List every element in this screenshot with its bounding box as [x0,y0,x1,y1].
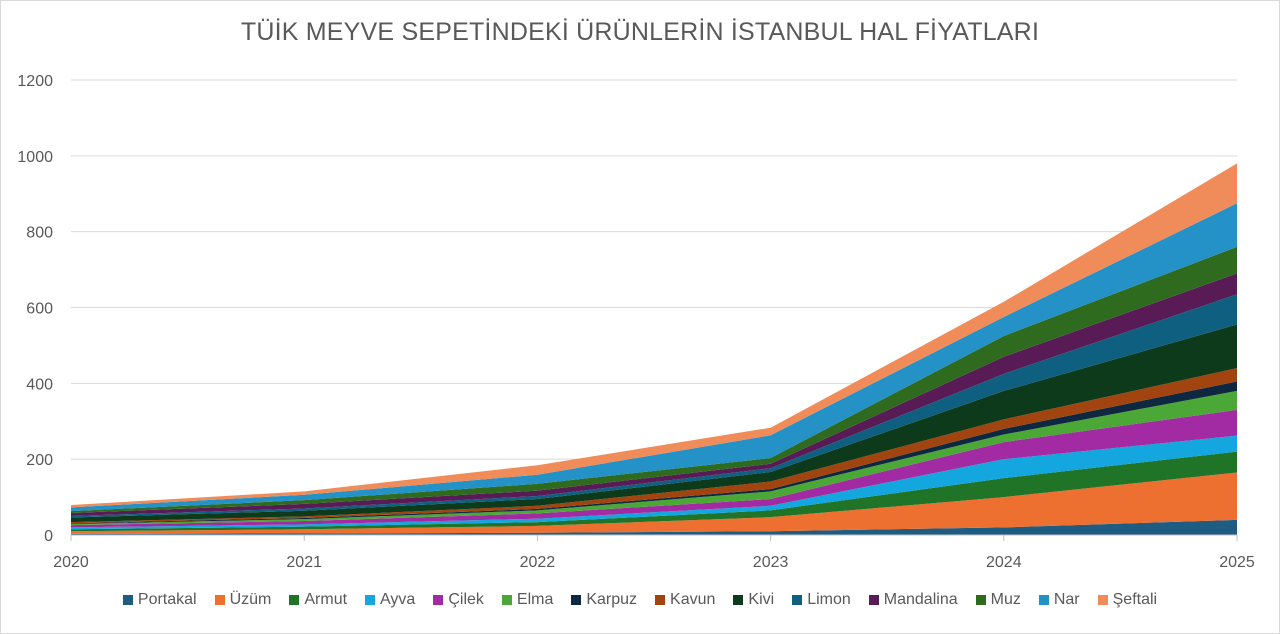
chart-title: TÜİK MEYVE SEPETİNDEKİ ÜRÜNLERİN İSTANBU… [240,18,1040,46]
y-tick-label: 0 [44,528,53,545]
legend-swatch [1097,595,1108,605]
y-tick-label: 800 [26,225,53,242]
legend-item: Kivi [733,591,774,609]
legend-swatch [792,595,803,605]
legend-label: Limon [807,591,851,608]
x-tick-label: 2023 [753,554,789,571]
axes: 0 200 400 600 800 1000 1200 2020 2021 2022 2023 202… [17,73,1254,571]
x-tick-label: 2025 [1219,554,1255,571]
legend-label: Ayva [380,591,416,608]
area-series-1 [71,472,1237,534]
series-areas [71,163,1237,535]
legend-item: Portakal [122,591,197,609]
legend-swatch [122,595,133,605]
legend-item: Karpuz [571,591,637,609]
legend-swatch [365,595,376,605]
legend-swatch [975,595,986,605]
legend-swatch [214,595,225,605]
area-series-2 [71,451,1237,532]
legend-item: Şeftali [1097,591,1158,609]
legend-label: Mandalina [883,591,958,608]
legend-swatch [501,595,512,605]
legend-swatch [289,595,300,605]
legend-label: Karpuz [586,591,638,608]
legend-item: Elma [501,591,554,609]
legend: Portakal Üzüm Armut Ayva Çilek Elma Karpuz Kavu… [0,591,1280,609]
legend-label: Nar [1053,591,1080,608]
legend-label: Muz [990,591,1021,608]
legend-label: Portakal [137,591,197,608]
y-tick-label: 400 [26,376,53,393]
x-tick-label: 2020 [53,554,89,571]
legend-swatch [1038,595,1049,605]
legend-item: Limon [792,591,851,609]
legend-item: Armut [289,591,347,609]
legend-label: Çilek [448,591,484,608]
y-tick-label: 1000 [17,149,53,166]
legend-label: Şeftali [1112,591,1158,608]
legend-swatch [571,595,582,605]
y-tick-label: 1200 [17,73,53,90]
legend-label: Kivi [748,591,775,608]
legend-item: Nar [1038,591,1080,609]
legend-item: Çilek [433,591,484,609]
legend-item: Üzüm [214,591,272,609]
legend-item: Kavun [655,591,715,609]
legend-item: Muz [975,591,1021,609]
area-series-0 [71,519,1237,535]
legend-item: Ayva [365,591,415,609]
legend-label: Armut [304,591,348,608]
x-tick-label: 2021 [286,554,322,571]
legend-swatch [733,595,744,605]
y-tick-label: 200 [26,452,53,469]
legend-label: Kavun [670,591,716,608]
x-tick-label: 2022 [520,554,556,571]
legend-swatch [433,595,444,605]
legend-label: Elma [516,591,554,608]
legend-swatch [655,595,666,605]
y-tick-label: 600 [26,301,53,318]
x-tick-label: 2024 [986,554,1022,571]
legend-label: Üzüm [229,591,272,608]
legend-swatch [868,595,879,605]
legend-item: Mandalina [868,591,958,609]
